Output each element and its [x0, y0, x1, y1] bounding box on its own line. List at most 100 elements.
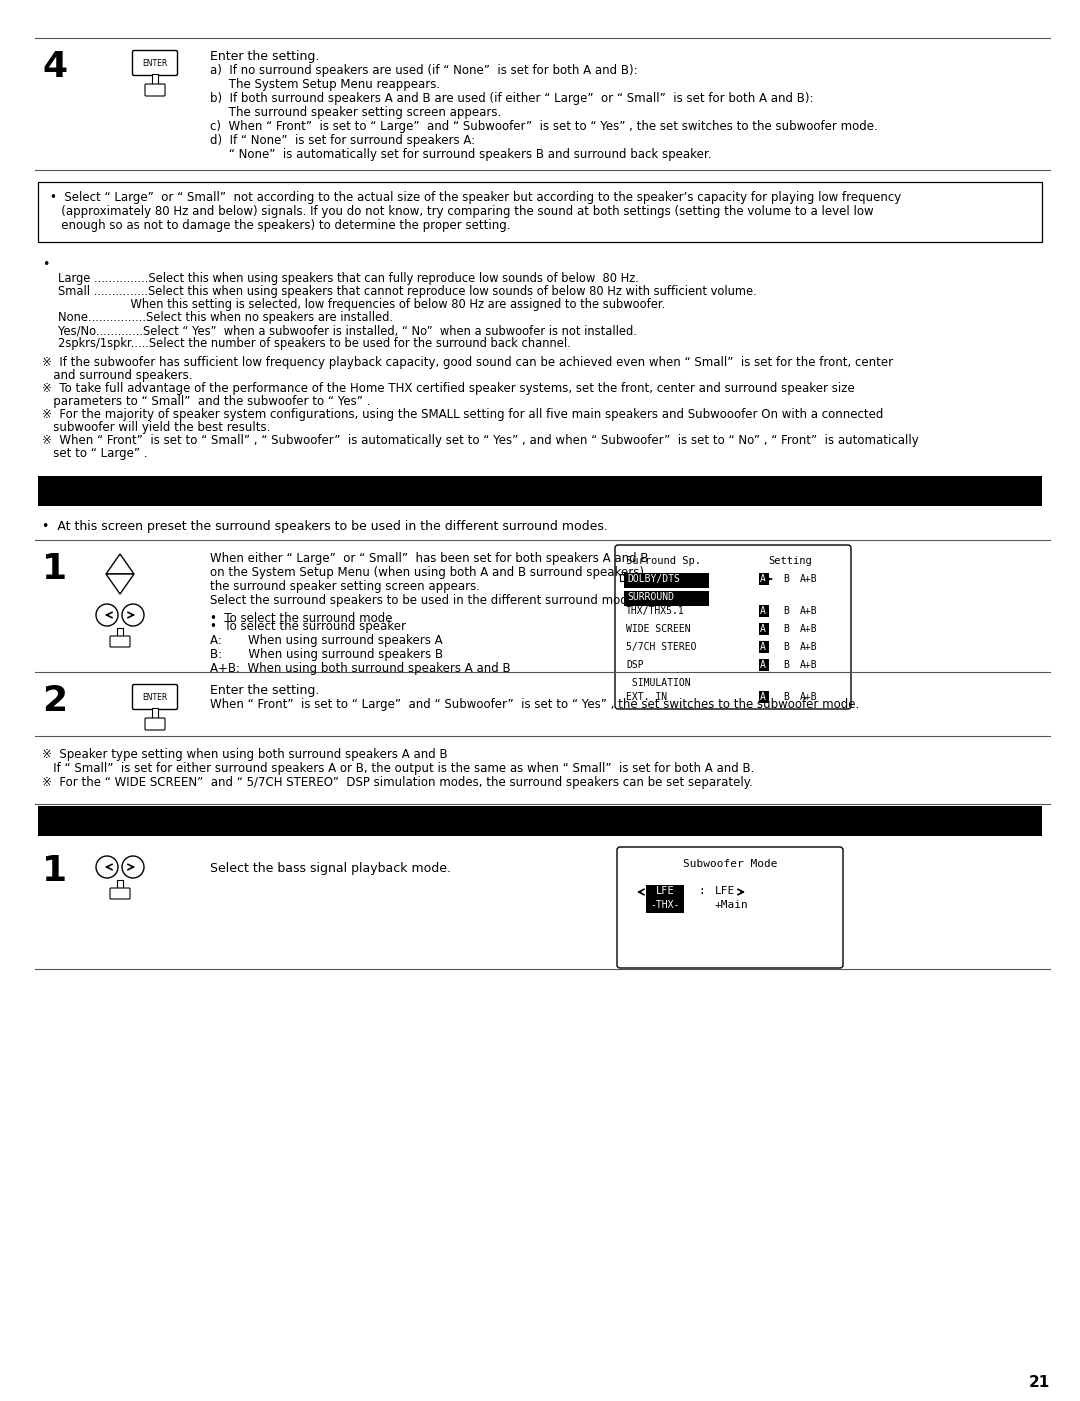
FancyBboxPatch shape	[110, 636, 130, 647]
Text: •  At this screen preset the surround speakers to be used in the different surro: • At this screen preset the surround spe…	[42, 520, 608, 532]
Text: :: :	[698, 885, 705, 897]
Text: A: A	[760, 607, 766, 616]
Text: ※  If the subwoofer has sufficient low frequency playback capacity, good sound c: ※ If the subwoofer has sufficient low fr…	[42, 356, 893, 368]
Text: ※  When “ Front”  is set to “ Small” , “ Subwoofer”  is automatically set to “ Y: ※ When “ Front” is set to “ Small” , “ S…	[42, 434, 919, 447]
FancyBboxPatch shape	[133, 50, 177, 76]
Text: Subwoofer Mode: Subwoofer Mode	[683, 859, 778, 869]
Text: Setting: Setting	[768, 556, 812, 566]
Text: B: B	[783, 660, 788, 670]
Bar	[759, 691, 769, 703]
Text: ※  Speaker type setting when using both surround speakers A and B: ※ Speaker type setting when using both s…	[42, 748, 447, 761]
Text: 1: 1	[42, 552, 67, 586]
Text: Select the surround speakers to be used in the different surround modes.: Select the surround speakers to be used …	[210, 594, 645, 607]
Text: set to “ Large” .: set to “ Large” .	[42, 447, 148, 460]
Bar	[624, 573, 708, 588]
Text: Select the bass signal playback mode.: Select the bass signal playback mode.	[210, 862, 451, 876]
Text: ENTER: ENTER	[143, 59, 167, 67]
Bar	[759, 642, 769, 653]
Bar	[646, 885, 684, 899]
Circle shape	[96, 604, 118, 626]
Text: “ None”  is automatically set for surround speakers B and surround back speaker.: “ None” is automatically set for surroun…	[210, 149, 712, 161]
Text: SIMULATION: SIMULATION	[626, 678, 690, 688]
Text: Yes/No.............Select “ Yes”  when a subwoofer is installed, “ No”  when a s: Yes/No.............Select “ Yes” when a …	[58, 324, 637, 338]
Text: a)  If no surround speakers are used (if “ None”  is set for both A and B):: a) If no surround speakers are used (if …	[210, 64, 637, 77]
Text: A: A	[760, 660, 766, 670]
Text: c)  When “ Front”  is set to “ Large”  and “ Subwoofer”  is set to “ Yes” , the : c) When “ Front” is set to “ Large” and …	[210, 120, 878, 133]
Text: When “ Front”  is set to “ Large”  and “ Subwoofer”  is set to “ Yes” , the set : When “ Front” is set to “ Large” and “ S…	[210, 698, 860, 710]
Text: A: A	[760, 692, 766, 702]
Bar	[646, 899, 684, 913]
Text: 4: 4	[42, 50, 67, 84]
Text: If “ Small”  is set for either surround speakers A or B, the output is the same : If “ Small” is set for either surround s…	[42, 762, 754, 775]
Text: WIDE SCREEN: WIDE SCREEN	[626, 623, 690, 635]
Text: A+B: A+B	[800, 660, 818, 670]
Text: A+B: A+B	[800, 623, 818, 635]
FancyBboxPatch shape	[110, 888, 130, 899]
Text: When either “ Large”  or “ Small”  has been set for both speakers A and B: When either “ Large” or “ Small” has bee…	[210, 552, 648, 565]
Text: Surround Sp.: Surround Sp.	[626, 556, 701, 566]
Text: 5/7CH STEREO: 5/7CH STEREO	[626, 642, 697, 651]
Text: 21: 21	[1029, 1374, 1050, 1390]
Text: LFE: LFE	[656, 885, 674, 897]
Text: A+B: A+B	[800, 574, 818, 584]
Bar	[38, 806, 1042, 836]
Bar	[152, 708, 158, 722]
Text: DOLBY/DTS: DOLBY/DTS	[627, 574, 680, 584]
Text: 2spkrs/1spkr.....Select the number of speakers to be used for the surround back : 2spkrs/1spkr.....Select the number of sp…	[58, 338, 570, 350]
Text: •  To select the surround mode: • To select the surround mode	[210, 612, 392, 625]
Text: on the System Setup Menu (when using both A and B surround speakers),: on the System Setup Menu (when using bot…	[210, 566, 648, 579]
Text: B: B	[783, 692, 788, 702]
Text: b)  If both surround speakers A and B are used (if either “ Large”  or “ Small” : b) If both surround speakers A and B are…	[210, 92, 813, 105]
Bar	[152, 74, 158, 88]
Bar	[38, 476, 1042, 506]
Text: A:       When using surround speakers A: A: When using surround speakers A	[210, 635, 443, 647]
Bar	[759, 658, 769, 671]
FancyBboxPatch shape	[617, 848, 843, 968]
Text: B: B	[783, 607, 788, 616]
Bar	[117, 880, 123, 892]
Text: ENTER: ENTER	[143, 692, 167, 702]
Bar	[624, 591, 708, 607]
Text: THX/THX5.1: THX/THX5.1	[626, 607, 685, 616]
Text: and surround speakers.: and surround speakers.	[42, 368, 192, 382]
Text: 2: 2	[42, 684, 67, 717]
Text: •: •	[42, 258, 50, 270]
FancyBboxPatch shape	[133, 685, 177, 709]
Text: parameters to “ Small”  and the subwoofer to “ Yes” .: parameters to “ Small” and the subwoofer…	[42, 395, 370, 408]
Text: the surround speaker setting screen appears.: the surround speaker setting screen appe…	[210, 580, 480, 593]
Text: B:       When using surround speakers B: B: When using surround speakers B	[210, 649, 443, 661]
Text: ※  For the “ WIDE SCREEN”  and “ 5/7CH STEREO”  DSP simulation modes, the surrou: ※ For the “ WIDE SCREEN” and “ 5/7CH STE…	[42, 776, 753, 789]
Polygon shape	[106, 574, 134, 594]
Text: Enter the setting.: Enter the setting.	[210, 684, 320, 698]
Bar	[620, 574, 627, 581]
Text: B: B	[783, 574, 788, 584]
Text: •  To select the surround speaker: • To select the surround speaker	[210, 621, 406, 633]
Text: DSP: DSP	[626, 660, 644, 670]
Circle shape	[96, 856, 118, 878]
Polygon shape	[106, 553, 134, 574]
Text: The System Setup Menu reappears.: The System Setup Menu reappears.	[210, 78, 441, 91]
FancyBboxPatch shape	[145, 84, 165, 97]
Text: subwoofer will yield the best results.: subwoofer will yield the best results.	[42, 420, 270, 434]
Text: -THX-: -THX-	[650, 899, 679, 911]
Text: d)  If “ None”  is set for surround speakers A:: d) If “ None” is set for surround speake…	[210, 134, 475, 147]
Text: A+B: A+B	[800, 692, 818, 702]
Bar	[117, 628, 123, 640]
FancyBboxPatch shape	[615, 545, 851, 709]
Bar	[759, 573, 769, 586]
Text: B: B	[783, 623, 788, 635]
Bar	[759, 605, 769, 616]
Text: When this setting is selected, low frequencies of below 80 Hz are assigned to th: When this setting is selected, low frequ…	[58, 298, 665, 311]
Text: Small ...............Select this when using speakers that cannot reproduce low s: Small ...............Select this when us…	[58, 284, 757, 298]
Text: Enter the setting.: Enter the setting.	[210, 50, 320, 63]
Text: EXT. IN: EXT. IN	[626, 692, 667, 702]
Text: ※  For the majority of speaker system configurations, using the SMALL setting fo: ※ For the majority of speaker system con…	[42, 408, 883, 420]
Text: None................Select this when no speakers are installed.: None................Select this when no …	[58, 311, 393, 324]
FancyBboxPatch shape	[145, 717, 165, 730]
Text: SURROUND: SURROUND	[627, 593, 674, 602]
Text: +Main: +Main	[715, 899, 748, 911]
Circle shape	[122, 856, 144, 878]
Bar	[38, 182, 1042, 242]
Text: The surround speaker setting screen appears.: The surround speaker setting screen appe…	[210, 106, 501, 119]
Text: LFE: LFE	[715, 885, 735, 897]
